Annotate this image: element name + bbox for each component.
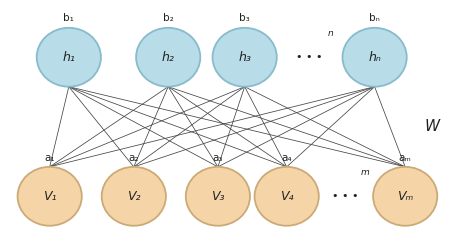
Text: V₄: V₄ (280, 190, 293, 203)
Ellipse shape (186, 167, 250, 226)
Ellipse shape (102, 167, 166, 226)
Ellipse shape (136, 28, 201, 87)
Text: m: m (361, 168, 370, 178)
Ellipse shape (255, 167, 319, 226)
Text: V₃: V₃ (211, 190, 225, 203)
Text: Vₘ: Vₘ (397, 190, 413, 203)
Text: a₂: a₂ (128, 153, 139, 163)
Text: W: W (424, 119, 439, 134)
Text: h₃: h₃ (238, 51, 251, 64)
Text: hₙ: hₙ (368, 51, 381, 64)
Ellipse shape (36, 28, 101, 87)
Text: b₂: b₂ (163, 13, 173, 23)
Text: • • •: • • • (332, 191, 359, 201)
Ellipse shape (18, 167, 82, 226)
Text: a₃: a₃ (213, 153, 223, 163)
Text: V₂: V₂ (127, 190, 140, 203)
Text: V₁: V₁ (43, 190, 56, 203)
Text: • • •: • • • (296, 52, 323, 62)
Ellipse shape (212, 28, 277, 87)
Ellipse shape (343, 28, 407, 87)
Text: a₄: a₄ (282, 153, 292, 163)
Text: a₁: a₁ (45, 153, 55, 163)
Text: bₙ: bₙ (369, 13, 380, 23)
Text: h₁: h₁ (63, 51, 75, 64)
Text: h₂: h₂ (162, 51, 174, 64)
Text: b₁: b₁ (64, 13, 74, 23)
Ellipse shape (373, 167, 438, 226)
Text: n: n (327, 29, 333, 39)
Text: aₘ: aₘ (399, 153, 411, 163)
Text: b₃: b₃ (239, 13, 250, 23)
